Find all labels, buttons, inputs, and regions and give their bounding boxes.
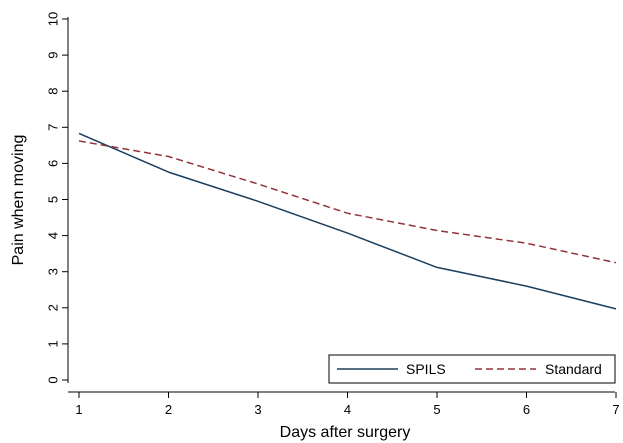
series-line-spils [78, 132, 617, 310]
y-tick-label: 3 [46, 268, 61, 275]
x-ticks: 1 2 3 4 5 6 7 [75, 392, 620, 417]
y-tick-label: 9 [46, 51, 61, 58]
y-tick-label: 4 [46, 232, 61, 239]
x-tick-label: 3 [254, 402, 261, 417]
y-tick-label: 1 [46, 340, 61, 347]
y-tick-label: 5 [46, 196, 61, 203]
legend-label-standard: Standard [545, 361, 602, 377]
x-tick-label: 5 [433, 402, 440, 417]
x-tick-label: 4 [344, 402, 351, 417]
x-tick-label: 1 [75, 402, 82, 417]
legend-label-spils: SPILS [406, 361, 446, 377]
y-tick-label: 7 [46, 124, 61, 131]
x-tick-label: 2 [165, 402, 172, 417]
y-tick-label: 0 [46, 376, 61, 383]
y-tick-label: 8 [46, 88, 61, 95]
y-tick-label: 6 [46, 160, 61, 167]
x-tick-label: 7 [612, 402, 619, 417]
y-ticks: 0 1 2 3 4 5 6 7 8 9 10 [46, 12, 68, 384]
series-lines [78, 132, 617, 310]
x-axis-title: Days after surgery [280, 424, 411, 441]
y-tick-label: 2 [46, 304, 61, 311]
y-tick-label: 10 [46, 12, 61, 26]
x-tick-label: 6 [523, 402, 530, 417]
series-line-standard [78, 140, 617, 264]
legend: SPILS Standard [328, 354, 616, 384]
y-axis-title: Pain when moving [10, 135, 27, 266]
